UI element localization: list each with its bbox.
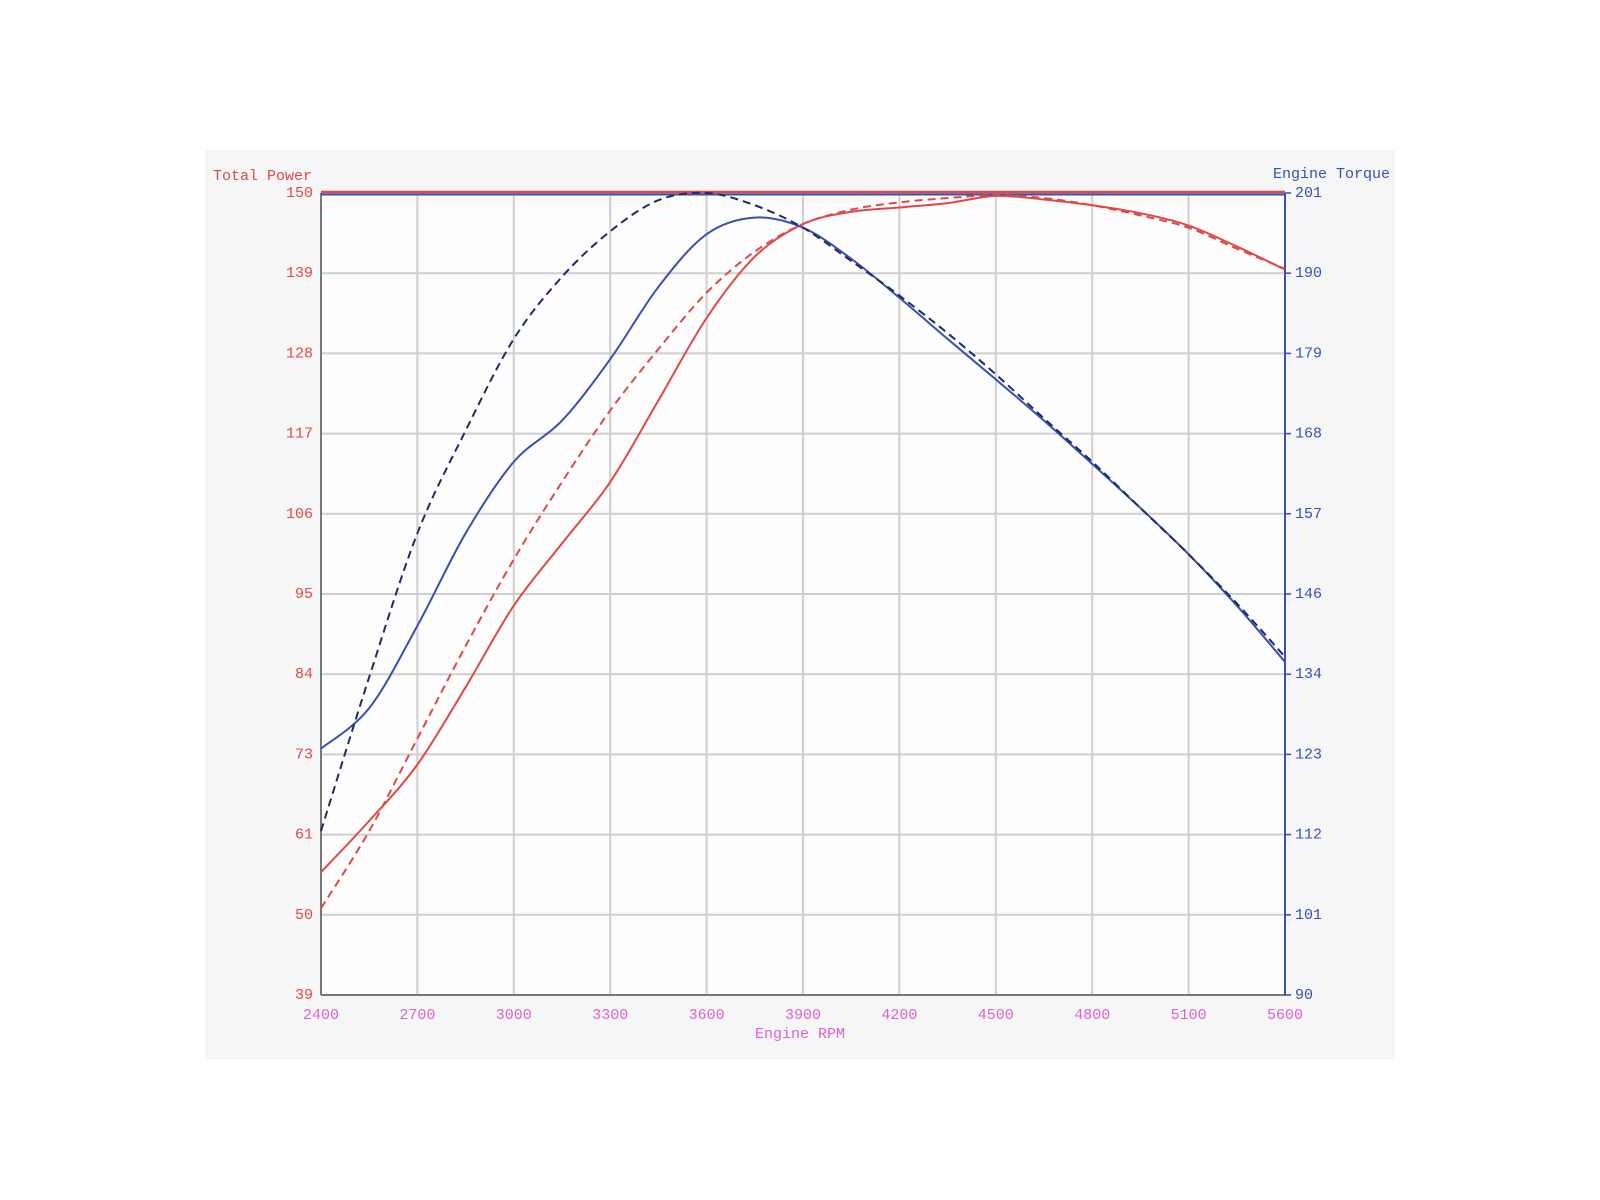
x-tick-label: 5600 xyxy=(1267,1007,1303,1024)
series-line xyxy=(320,194,1286,909)
x-tick-label: 3900 xyxy=(785,1007,821,1024)
y2-tick-label: 90 xyxy=(1295,987,1313,1004)
x-tick-label: 3000 xyxy=(496,1007,532,1024)
x-tick-label: 3300 xyxy=(592,1007,628,1024)
y-tick-label: 39 xyxy=(295,987,313,1004)
y-tick-label: 117 xyxy=(286,426,313,443)
y2-tick-label: 112 xyxy=(1295,827,1322,844)
x-tick-label: 2400 xyxy=(303,1007,339,1024)
y2-tick-label: 146 xyxy=(1295,586,1322,603)
y-tick-label: 84 xyxy=(295,666,313,683)
y-tick-label: 128 xyxy=(286,345,313,362)
y2-tick-label: 168 xyxy=(1295,426,1322,443)
x-tick-label: 4200 xyxy=(881,1007,917,1024)
y-axis-title: Total Power xyxy=(213,168,312,185)
y-tick-label: 150 xyxy=(286,185,313,202)
y-tick-label: 61 xyxy=(295,827,313,844)
y-tick-label: 95 xyxy=(295,586,313,603)
y-tick-label: 73 xyxy=(295,746,313,763)
x-tick-label: 2700 xyxy=(399,1007,435,1024)
x-axis-title: Engine RPM xyxy=(755,1026,845,1043)
y2-tick-label: 157 xyxy=(1295,506,1322,523)
x-tick-label: 5100 xyxy=(1171,1007,1207,1024)
y2-tick-label: 179 xyxy=(1295,345,1322,362)
x-tick-label: 4800 xyxy=(1074,1007,1110,1024)
y-tick-label: 139 xyxy=(286,265,313,282)
y2-tick-label: 201 xyxy=(1295,185,1322,202)
y2-tick-label: 190 xyxy=(1295,265,1322,282)
x-tick-label: 3600 xyxy=(689,1007,725,1024)
y2-tick-label: 134 xyxy=(1295,666,1322,683)
y2-axis-title: Engine Torque xyxy=(1273,166,1390,183)
y2-tick-label: 101 xyxy=(1295,907,1322,924)
x-tick-label: 4500 xyxy=(978,1007,1014,1024)
y-tick-label: 106 xyxy=(286,506,313,523)
series-line xyxy=(320,191,1286,832)
y-tick-label: 50 xyxy=(295,907,313,924)
y2-tick-label: 123 xyxy=(1295,746,1322,763)
